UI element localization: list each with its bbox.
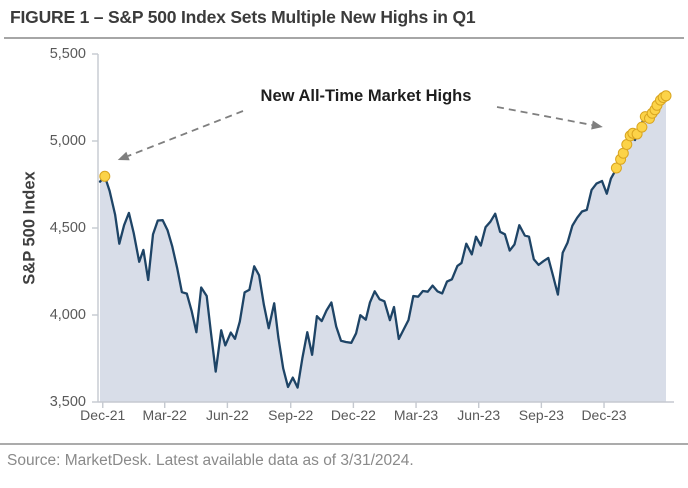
new-high-marker bbox=[631, 128, 643, 140]
x-tick-label: Jun-22 bbox=[205, 407, 249, 423]
new-high-marker bbox=[651, 99, 663, 111]
y-tick-label: 4,000 bbox=[49, 307, 86, 323]
chart-annotation: New All-Time Market Highs bbox=[260, 87, 472, 105]
source-note: Source: MarketDesk. Latest available dat… bbox=[7, 452, 414, 469]
title-divider bbox=[4, 37, 684, 39]
x-tick-label: Mar-22 bbox=[142, 407, 187, 423]
new-high-marker bbox=[655, 94, 666, 106]
new-high-marker bbox=[99, 170, 111, 182]
new-high-marker bbox=[627, 127, 639, 139]
annotation-arrow-right-head bbox=[591, 120, 603, 130]
x-tick-label: Dec-22 bbox=[330, 407, 376, 423]
footer-divider bbox=[0, 443, 688, 445]
new-high-marker bbox=[624, 130, 636, 142]
annotation-arrow-left-head bbox=[117, 151, 130, 161]
y-tick-label: 3,500 bbox=[49, 394, 86, 410]
x-tick-label: Sep-23 bbox=[518, 407, 564, 423]
new-high-marker bbox=[621, 139, 633, 150]
x-tick-label: Mar-23 bbox=[393, 407, 439, 423]
new-high-marker bbox=[639, 111, 651, 123]
price-area bbox=[100, 96, 666, 403]
price-line bbox=[98, 95, 668, 389]
y-axis-title: S&P 500 Index bbox=[20, 171, 39, 285]
new-high-marker bbox=[610, 162, 622, 174]
y-tick-label: 5,000 bbox=[49, 133, 86, 149]
new-high-marker bbox=[657, 92, 669, 103]
new-high-marker bbox=[644, 112, 655, 124]
new-high-marker bbox=[636, 121, 648, 133]
figure-title: FIGURE 1 – S&P 500 Index Sets Multiple N… bbox=[10, 7, 476, 27]
x-tick-label: Dec-23 bbox=[581, 407, 627, 423]
x-tick-label: Dec-21 bbox=[80, 407, 126, 423]
new-high-marker bbox=[649, 104, 661, 116]
annotation-arrow-left bbox=[127, 110, 244, 157]
new-high-marker bbox=[617, 147, 629, 159]
new-high-marker bbox=[646, 107, 658, 119]
annotation-arrow-right bbox=[496, 106, 593, 126]
y-tick-label: 5,500 bbox=[49, 46, 86, 62]
new-high-marker bbox=[660, 90, 672, 102]
x-tick-label: Jun-23 bbox=[457, 407, 501, 423]
new-high-marker bbox=[615, 153, 627, 165]
x-tick-label: Sep-22 bbox=[268, 407, 314, 423]
